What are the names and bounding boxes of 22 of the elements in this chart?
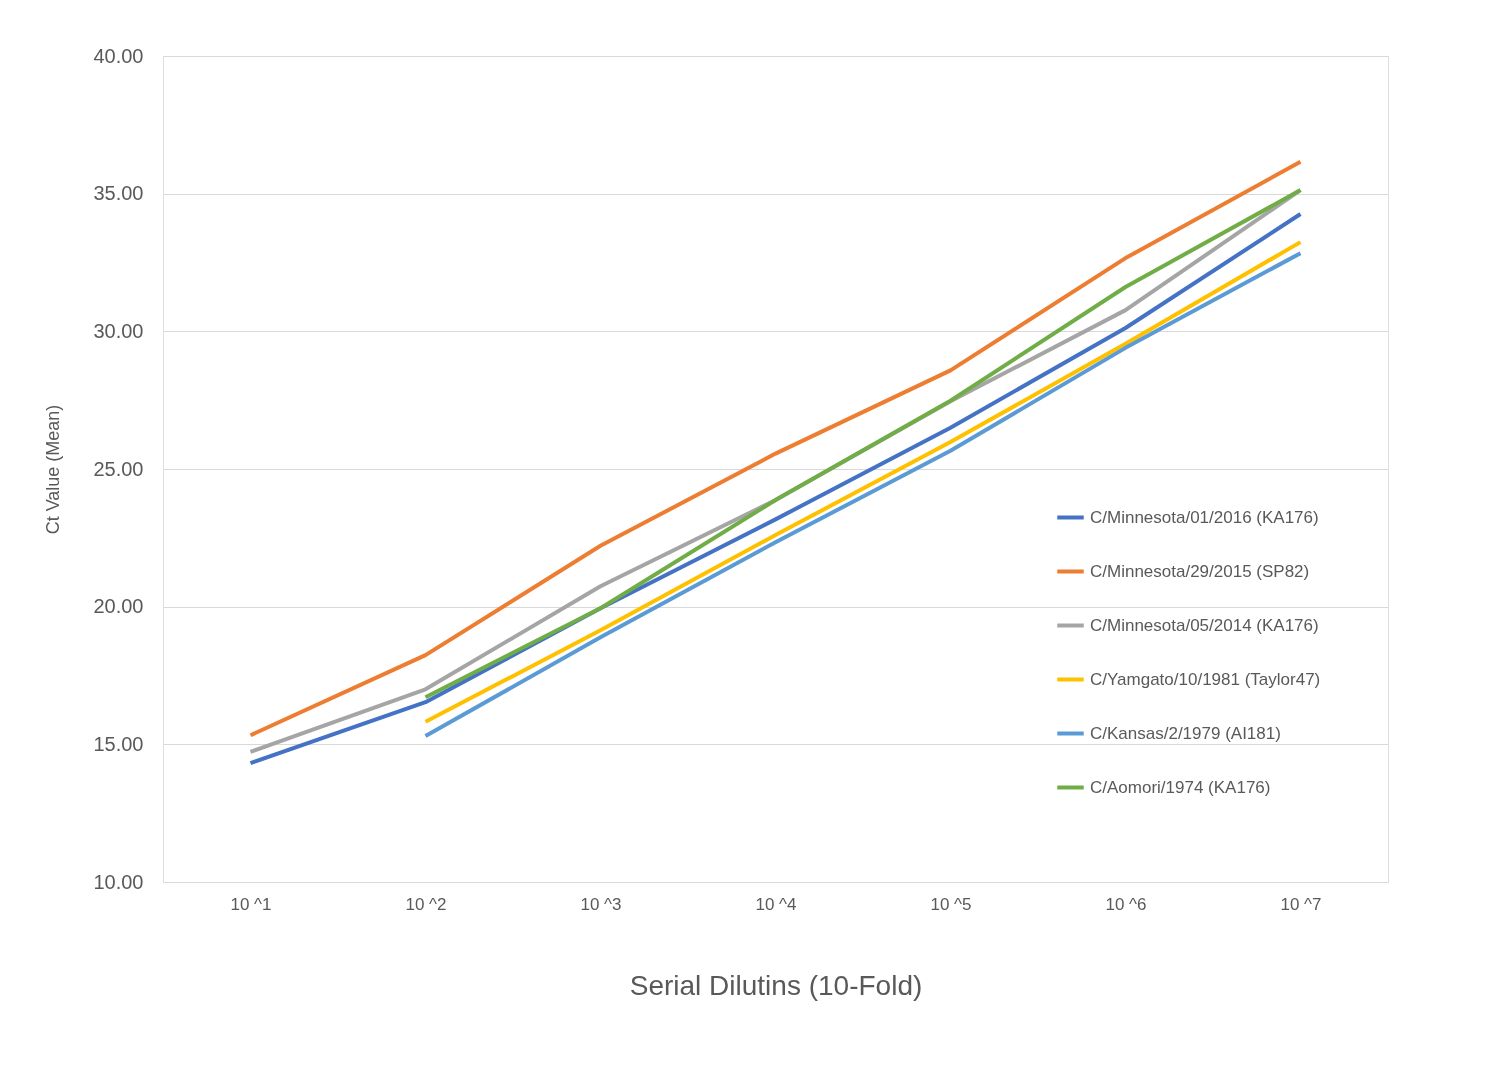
y-tick-label: 40.00 <box>93 44 144 67</box>
x-tick-label: 10 ^2 <box>405 894 447 914</box>
legend-label: C/Yamgato/10/1981 (Taylor47) <box>1090 669 1321 689</box>
y-tick-label: 15.00 <box>93 732 144 755</box>
legend-label: C/Minnesota/01/2016 (KA176) <box>1090 507 1319 527</box>
x-tick-label: 10 ^7 <box>1280 894 1322 914</box>
y-tick-label: 10.00 <box>93 870 144 893</box>
x-tick-label: 10 ^6 <box>1105 894 1147 914</box>
x-axis-title: Serial Dilutins (10-Fold) <box>629 969 923 1001</box>
legend-label: C/Kansas/2/1979 (AI181) <box>1090 723 1281 743</box>
y-tick-label: 35.00 <box>93 182 144 205</box>
x-tick-label: 10 ^4 <box>755 894 797 914</box>
x-tick-label: 10 ^5 <box>930 894 972 914</box>
legend-label: C/Minnesota/05/2014 (KA176) <box>1090 615 1319 635</box>
y-tick-label: 25.00 <box>93 457 144 480</box>
x-tick-label: 10 ^3 <box>580 894 622 914</box>
y-axis-title: Ct Value (Mean) <box>43 404 64 535</box>
x-tick-label: 10 ^1 <box>230 894 272 914</box>
y-tick-label: 30.00 <box>93 319 144 342</box>
y-tick-label: 20.00 <box>93 595 144 618</box>
legend-label: C/Minnesota/29/2015 (SP82) <box>1090 561 1310 581</box>
legend-label: C/Aomori/1974 (KA176) <box>1090 777 1271 797</box>
